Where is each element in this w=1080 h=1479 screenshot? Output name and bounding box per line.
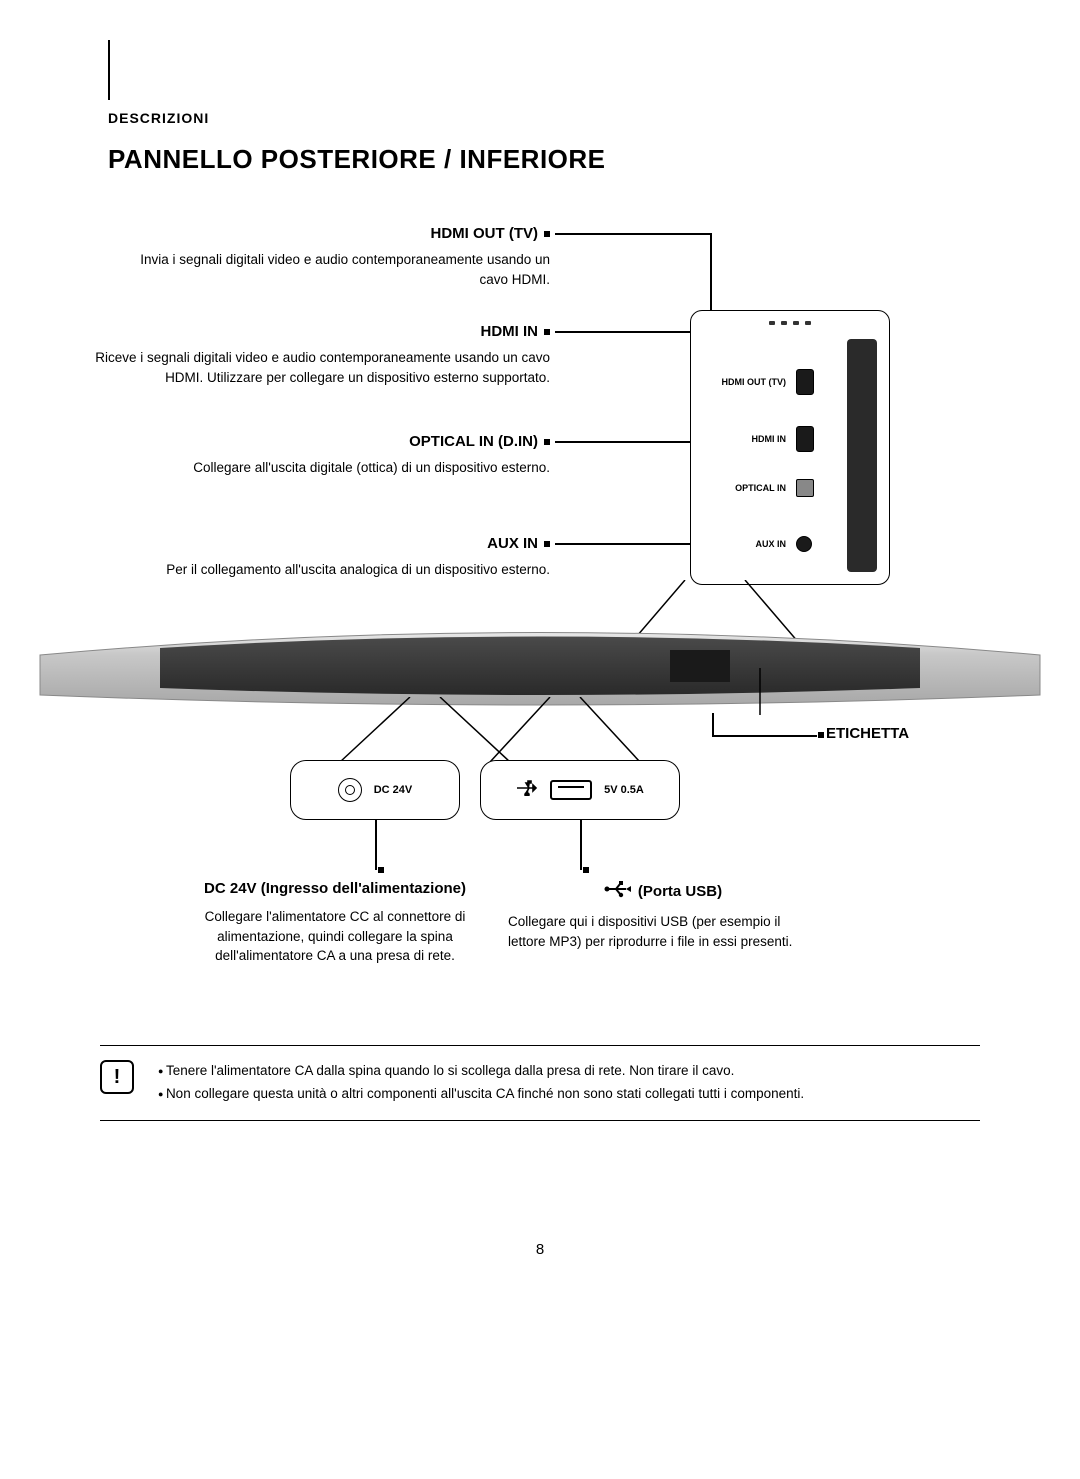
callout-line	[712, 735, 817, 737]
alert-item: Non collegare questa unità o altri compo…	[158, 1083, 804, 1106]
usb-icon	[516, 780, 538, 801]
hdmi-out-title: HDMI OUT (TV)	[431, 225, 538, 242]
alert-section: ! Tenere l'alimentatore CA dalla spina q…	[100, 1045, 980, 1121]
hdmi-out-desc: Invia i segnali digitali video e audio c…	[110, 250, 550, 291]
usb-callout-box: 5V 0.5A	[480, 760, 680, 820]
page-title: PANNELLO POSTERIORE / INFERIORE	[108, 144, 980, 175]
header-rule	[108, 40, 980, 100]
usb-port-icon	[550, 780, 592, 800]
usb-box-label: 5V 0.5A	[604, 784, 644, 796]
port-closeup-panel: HDMI OUT (TV) HDMI IN OPTICAL IN AUX IN	[690, 310, 890, 585]
etichetta-label: ETICHETTA	[826, 725, 909, 742]
port-optical-in: OPTICAL IN (D.IN) Collegare all'uscita d…	[70, 433, 550, 478]
dc-box-label: DC 24V	[374, 784, 413, 796]
hdmi-port-icon	[796, 426, 814, 452]
callout-line	[555, 233, 710, 235]
port-hdmi-in: HDMI IN Riceve i segnali digitali video …	[60, 323, 550, 389]
hdmi-port-icon	[796, 369, 814, 395]
bottom-pointers	[450, 697, 700, 767]
dc-jack-icon	[338, 778, 362, 802]
hdmi-in-title: HDMI IN	[481, 323, 539, 340]
callout-line	[555, 441, 695, 443]
port-aux-in: AUX IN Per il collegamento all'uscita an…	[100, 535, 550, 580]
optical-in-desc: Collegare all'uscita digitale (ottica) d…	[70, 458, 550, 478]
aux-port-icon	[796, 536, 812, 552]
hdmi-in-desc: Riceve i segnali digitali video e audio …	[60, 348, 550, 389]
panel-label-hdmi-in: HDMI IN	[711, 434, 786, 444]
section-label: DESCRIZIONI	[108, 110, 980, 126]
dc-section: DC 24V (Ingresso dell'alimentazione) Col…	[190, 880, 480, 966]
callout-line	[712, 713, 714, 735]
panel-label-hdmi-out: HDMI OUT (TV)	[711, 377, 786, 387]
dc-callout-box: DC 24V	[290, 760, 460, 820]
aux-in-desc: Per il collegamento all'uscita analogica…	[100, 560, 550, 580]
usb-section: (Porta USB) Collegare qui i dispositivi …	[508, 880, 818, 951]
usb-title: (Porta USB)	[638, 883, 722, 900]
panel-label-aux: AUX IN	[711, 539, 786, 549]
dc-desc: Collegare l'alimentatore CC al connettor…	[190, 907, 480, 966]
port-hdmi-out: HDMI OUT (TV) Invia i segnali digitali v…	[110, 225, 550, 291]
diagram: HDMI OUT (TV) Invia i segnali digitali v…	[100, 225, 980, 1005]
dc-title: DC 24V (Ingresso dell'alimentazione)	[204, 880, 466, 897]
usb-desc: Collegare qui i dispositivi USB (per ese…	[508, 912, 818, 951]
callout-line	[555, 331, 700, 333]
optical-in-title: OPTICAL IN (D.IN)	[409, 433, 538, 450]
alert-list: Tenere l'alimentatore CA dalla spina qua…	[158, 1060, 804, 1106]
panel-label-optical: OPTICAL IN	[711, 483, 786, 493]
aux-in-title: AUX IN	[487, 535, 538, 552]
page-number: 8	[100, 1241, 980, 1258]
callout-line	[580, 820, 582, 870]
alert-item: Tenere l'alimentatore CA dalla spina qua…	[158, 1060, 804, 1083]
optical-port-icon	[796, 479, 814, 497]
usb-icon	[604, 880, 632, 902]
callout-line	[375, 820, 377, 870]
alert-icon: !	[100, 1060, 134, 1094]
